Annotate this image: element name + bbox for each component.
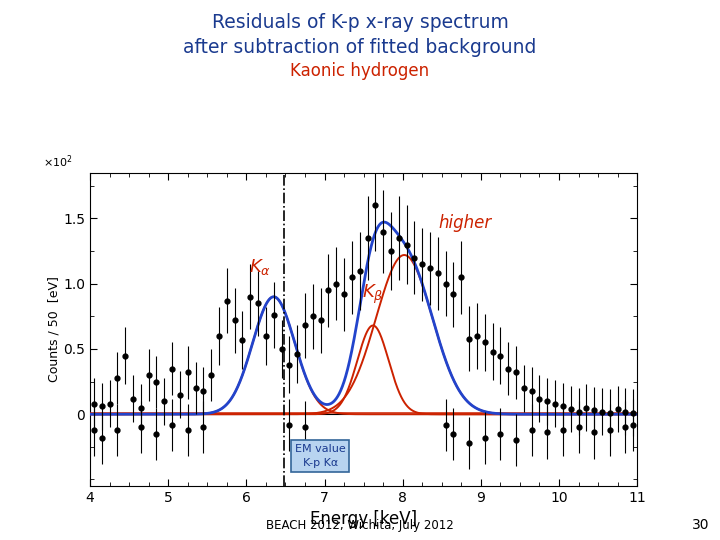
Text: EM value
K-p Kα: EM value K-p Kα bbox=[294, 444, 346, 468]
Text: after subtraction of fitted background: after subtraction of fitted background bbox=[184, 38, 536, 57]
Text: $K_\alpha$: $K_\alpha$ bbox=[248, 257, 271, 277]
Text: 30: 30 bbox=[692, 518, 709, 532]
Text: $\times10^2$: $\times10^2$ bbox=[43, 153, 73, 170]
Text: higher: higher bbox=[438, 213, 492, 232]
Text: BEACH 2012, Wichita, July 2012: BEACH 2012, Wichita, July 2012 bbox=[266, 519, 454, 532]
X-axis label: Energy [keV]: Energy [keV] bbox=[310, 510, 417, 529]
Text: $K_\beta$: $K_\beta$ bbox=[362, 283, 384, 306]
Y-axis label: Counts / 50  [eV]: Counts / 50 [eV] bbox=[48, 276, 60, 382]
Text: Kaonic hydrogen: Kaonic hydrogen bbox=[290, 62, 430, 80]
Text: Residuals of K-p x-ray spectrum: Residuals of K-p x-ray spectrum bbox=[212, 14, 508, 32]
